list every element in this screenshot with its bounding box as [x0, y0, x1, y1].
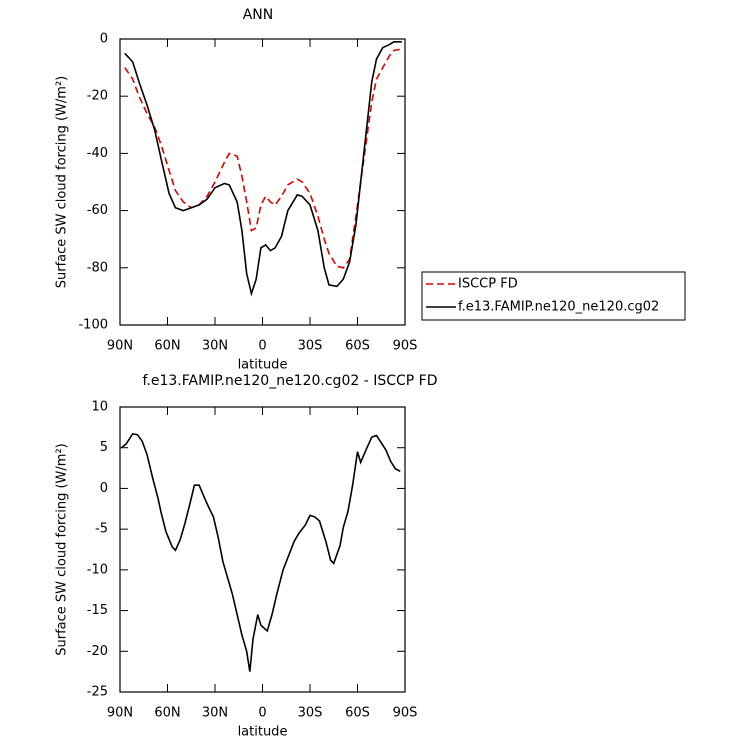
- x-tick-label: 90N: [107, 339, 133, 354]
- plot-frame: [119, 406, 406, 693]
- x-tick-label: 60S: [345, 706, 370, 721]
- x-tick-label: 30S: [298, 706, 323, 721]
- legend-label: ISCCP FD: [458, 277, 518, 292]
- x-tick-label: 60S: [345, 339, 370, 354]
- x-tick-label: 30S: [298, 339, 323, 354]
- y-tick-label: -60: [87, 203, 108, 218]
- chart-title: ANN: [243, 7, 274, 23]
- x-axis-label: latitude: [238, 725, 288, 740]
- x-tick-label: 90S: [393, 339, 418, 354]
- y-tick-label: -100: [78, 318, 108, 333]
- y-tick-label: -10: [87, 562, 108, 577]
- y-tick-label: 10: [91, 400, 108, 415]
- legend-box: [421, 271, 686, 321]
- x-tick-label: 90N: [107, 706, 133, 721]
- data-line: [124, 41, 402, 297]
- y-axis-label: Surface SW cloud forcing (W/m²): [55, 76, 70, 288]
- data-line: [121, 432, 401, 672]
- x-axis-label: latitude: [238, 358, 288, 373]
- data-line: [124, 48, 402, 269]
- y-tick-label: -5: [95, 522, 108, 537]
- y-tick-label: -20: [87, 89, 108, 104]
- chart-title: f.e13.FAMIP.ne120_ne120.cg02 - ISCCP FD: [142, 373, 437, 389]
- y-tick-label: 5: [100, 440, 108, 455]
- x-tick-label: 0: [258, 339, 266, 354]
- y-tick-label: -80: [87, 260, 108, 275]
- x-tick-label: 30N: [202, 706, 228, 721]
- y-tick-label: -20: [87, 644, 108, 659]
- x-tick-label: 60N: [154, 706, 180, 721]
- y-tick-label: -15: [87, 603, 108, 618]
- x-tick-label: 30N: [202, 339, 228, 354]
- plot-frame: [119, 38, 406, 326]
- legend-label: f.e13.FAMIP.ne120_ne120.cg02: [458, 300, 659, 315]
- y-axis-label: Surface SW cloud forcing (W/m²): [55, 443, 70, 655]
- y-tick-label: 0: [100, 481, 108, 496]
- x-tick-label: 60N: [154, 339, 180, 354]
- x-tick-label: 0: [258, 706, 266, 721]
- y-tick-label: -25: [87, 685, 108, 700]
- y-tick-label: -40: [87, 146, 108, 161]
- y-tick-label: 0: [100, 32, 108, 47]
- x-tick-label: 90S: [393, 706, 418, 721]
